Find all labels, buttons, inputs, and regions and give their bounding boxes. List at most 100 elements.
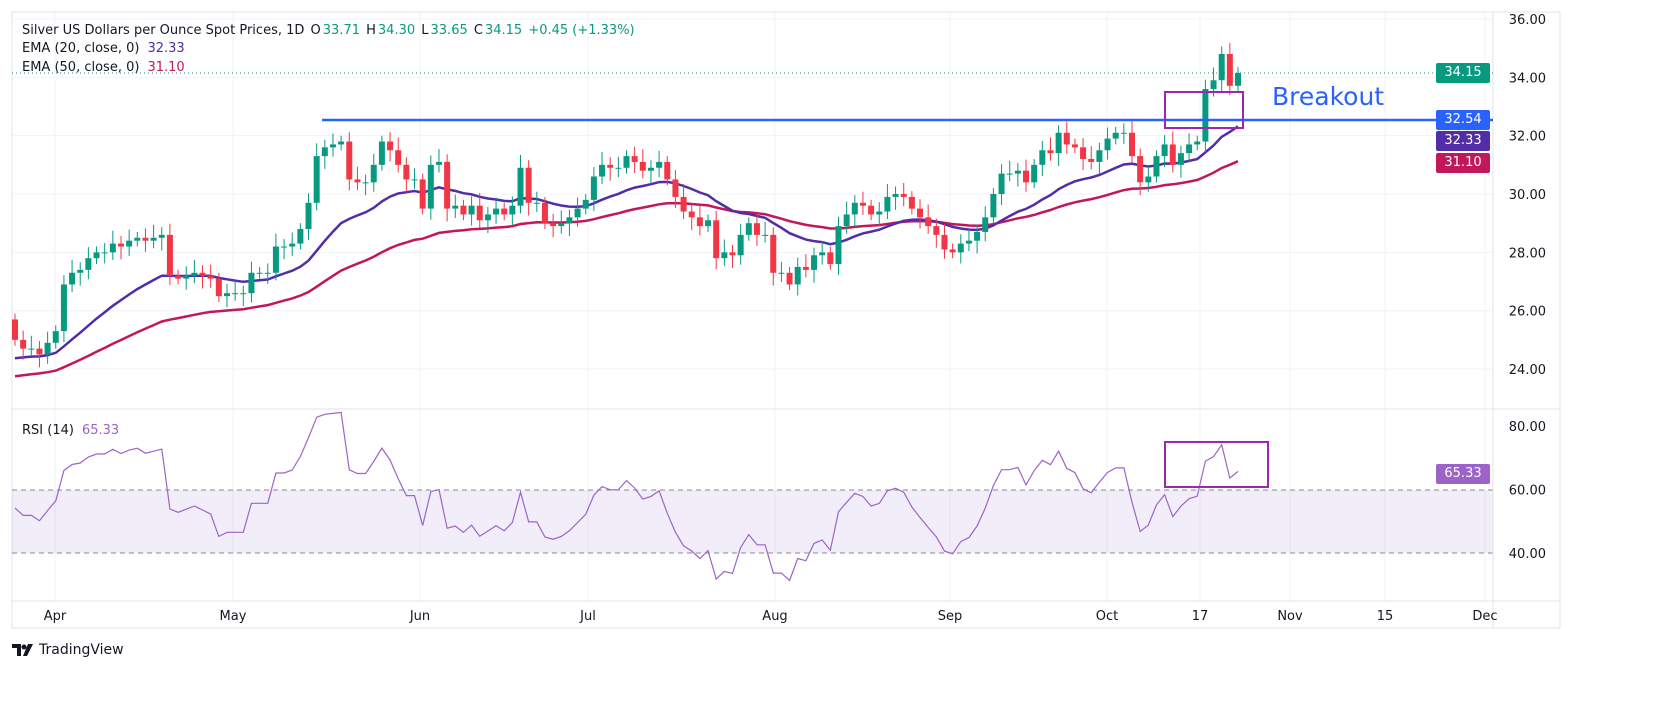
candle-body [1063, 132, 1070, 145]
candle [1120, 123, 1127, 144]
candle-body [289, 243, 296, 247]
candle [1194, 135, 1201, 151]
candle [786, 266, 793, 291]
candle-body [1235, 72, 1241, 86]
tradingview-logo-icon [12, 644, 33, 656]
candle [44, 331, 51, 364]
candle [321, 139, 328, 169]
breakout-annotation[interactable]: Breakout [1272, 82, 1385, 111]
candle-body [321, 147, 328, 157]
candle-body [868, 205, 875, 215]
candle [550, 213, 557, 238]
ema50-value: 31.10 [147, 60, 185, 75]
rsi-legend[interactable]: RSI (14) 65.33 [22, 423, 121, 438]
candle [1226, 42, 1233, 96]
candle [289, 232, 296, 256]
candle [150, 224, 157, 249]
rsi-band [12, 490, 1493, 553]
candle-body [1088, 159, 1095, 162]
candle-body [93, 252, 100, 259]
candle-body [484, 214, 491, 221]
rsi-line [14, 411, 1239, 582]
candle-body [647, 167, 654, 171]
candle-body [770, 234, 777, 273]
candle [566, 209, 573, 237]
candle [574, 197, 581, 227]
candle [1063, 121, 1070, 154]
candle [778, 261, 785, 283]
candle-body [794, 266, 801, 285]
candle-body [77, 269, 84, 273]
candle [582, 194, 589, 215]
time-axis[interactable]: Apr May Jun Jul Aug Sep Oct 17 Nov 15 Dec [44, 609, 1498, 624]
candle [1031, 159, 1038, 189]
candle [982, 206, 989, 242]
rsi-box[interactable] [1164, 441, 1269, 488]
candle-body [158, 234, 165, 238]
candle-body [1202, 89, 1209, 142]
candle-body [1014, 170, 1021, 174]
candle [468, 196, 475, 226]
candle [933, 218, 940, 248]
candle-body [264, 272, 271, 274]
close-label: C [473, 23, 483, 38]
candle [1006, 160, 1013, 182]
candle-body [705, 220, 712, 227]
candle [1055, 125, 1062, 167]
candle-body [183, 275, 190, 279]
candle-body [468, 205, 475, 215]
candle-body [1055, 132, 1062, 154]
candle [1202, 79, 1209, 153]
candle [753, 213, 760, 246]
candle-body [917, 208, 924, 218]
candle-body [387, 141, 394, 151]
candle [484, 206, 491, 234]
ema20-legend[interactable]: EMA (20, close, 0) 32.33 [22, 41, 187, 56]
candle [378, 135, 385, 171]
ema50-label: EMA (50, close, 0) [22, 60, 140, 75]
price-axis[interactable]: 36.00 34.00 32.00 30.00 28.00 26.00 24.00 80.00… [1509, 13, 1546, 562]
candle-body [1031, 164, 1038, 183]
candle [1218, 46, 1225, 94]
candle [990, 188, 997, 224]
candle-body [737, 234, 744, 256]
rsi-label: RSI (14) [22, 423, 74, 438]
time-tick-label: Nov [1277, 609, 1303, 624]
candle [223, 283, 230, 308]
candle-body [215, 278, 222, 297]
candle [794, 257, 801, 296]
candle-body [1047, 150, 1054, 154]
candle-body [517, 167, 524, 206]
price-tick-label: 24.00 [1509, 363, 1546, 378]
low-label: L [421, 23, 429, 38]
candle [69, 259, 76, 293]
tradingview-logo[interactable]: TradingView [12, 642, 124, 658]
candle-body [313, 156, 320, 203]
candle [802, 254, 809, 278]
candle [868, 199, 875, 221]
time-tick-label: Jul [579, 609, 596, 624]
candle [444, 154, 451, 222]
candle [313, 143, 320, 211]
candle [688, 203, 695, 231]
candle-body [811, 255, 818, 270]
candle-body [1210, 80, 1217, 90]
candle [737, 223, 744, 265]
candle-body [1218, 54, 1225, 81]
ema50-legend[interactable]: EMA (50, close, 0) 31.10 [22, 60, 187, 75]
price-tick-label: 28.00 [1509, 246, 1546, 261]
candle-body [109, 243, 116, 253]
candle-body [941, 234, 948, 250]
candle-body [892, 194, 899, 197]
candle-body [476, 205, 483, 221]
candle-body [346, 141, 353, 180]
candle-body [85, 258, 92, 270]
candle-body [395, 150, 402, 165]
breakout-box[interactable] [1164, 91, 1244, 129]
candle [134, 231, 141, 247]
candle-body [623, 156, 630, 168]
candle [207, 264, 214, 288]
candle [525, 160, 532, 216]
candle-body [729, 252, 736, 256]
